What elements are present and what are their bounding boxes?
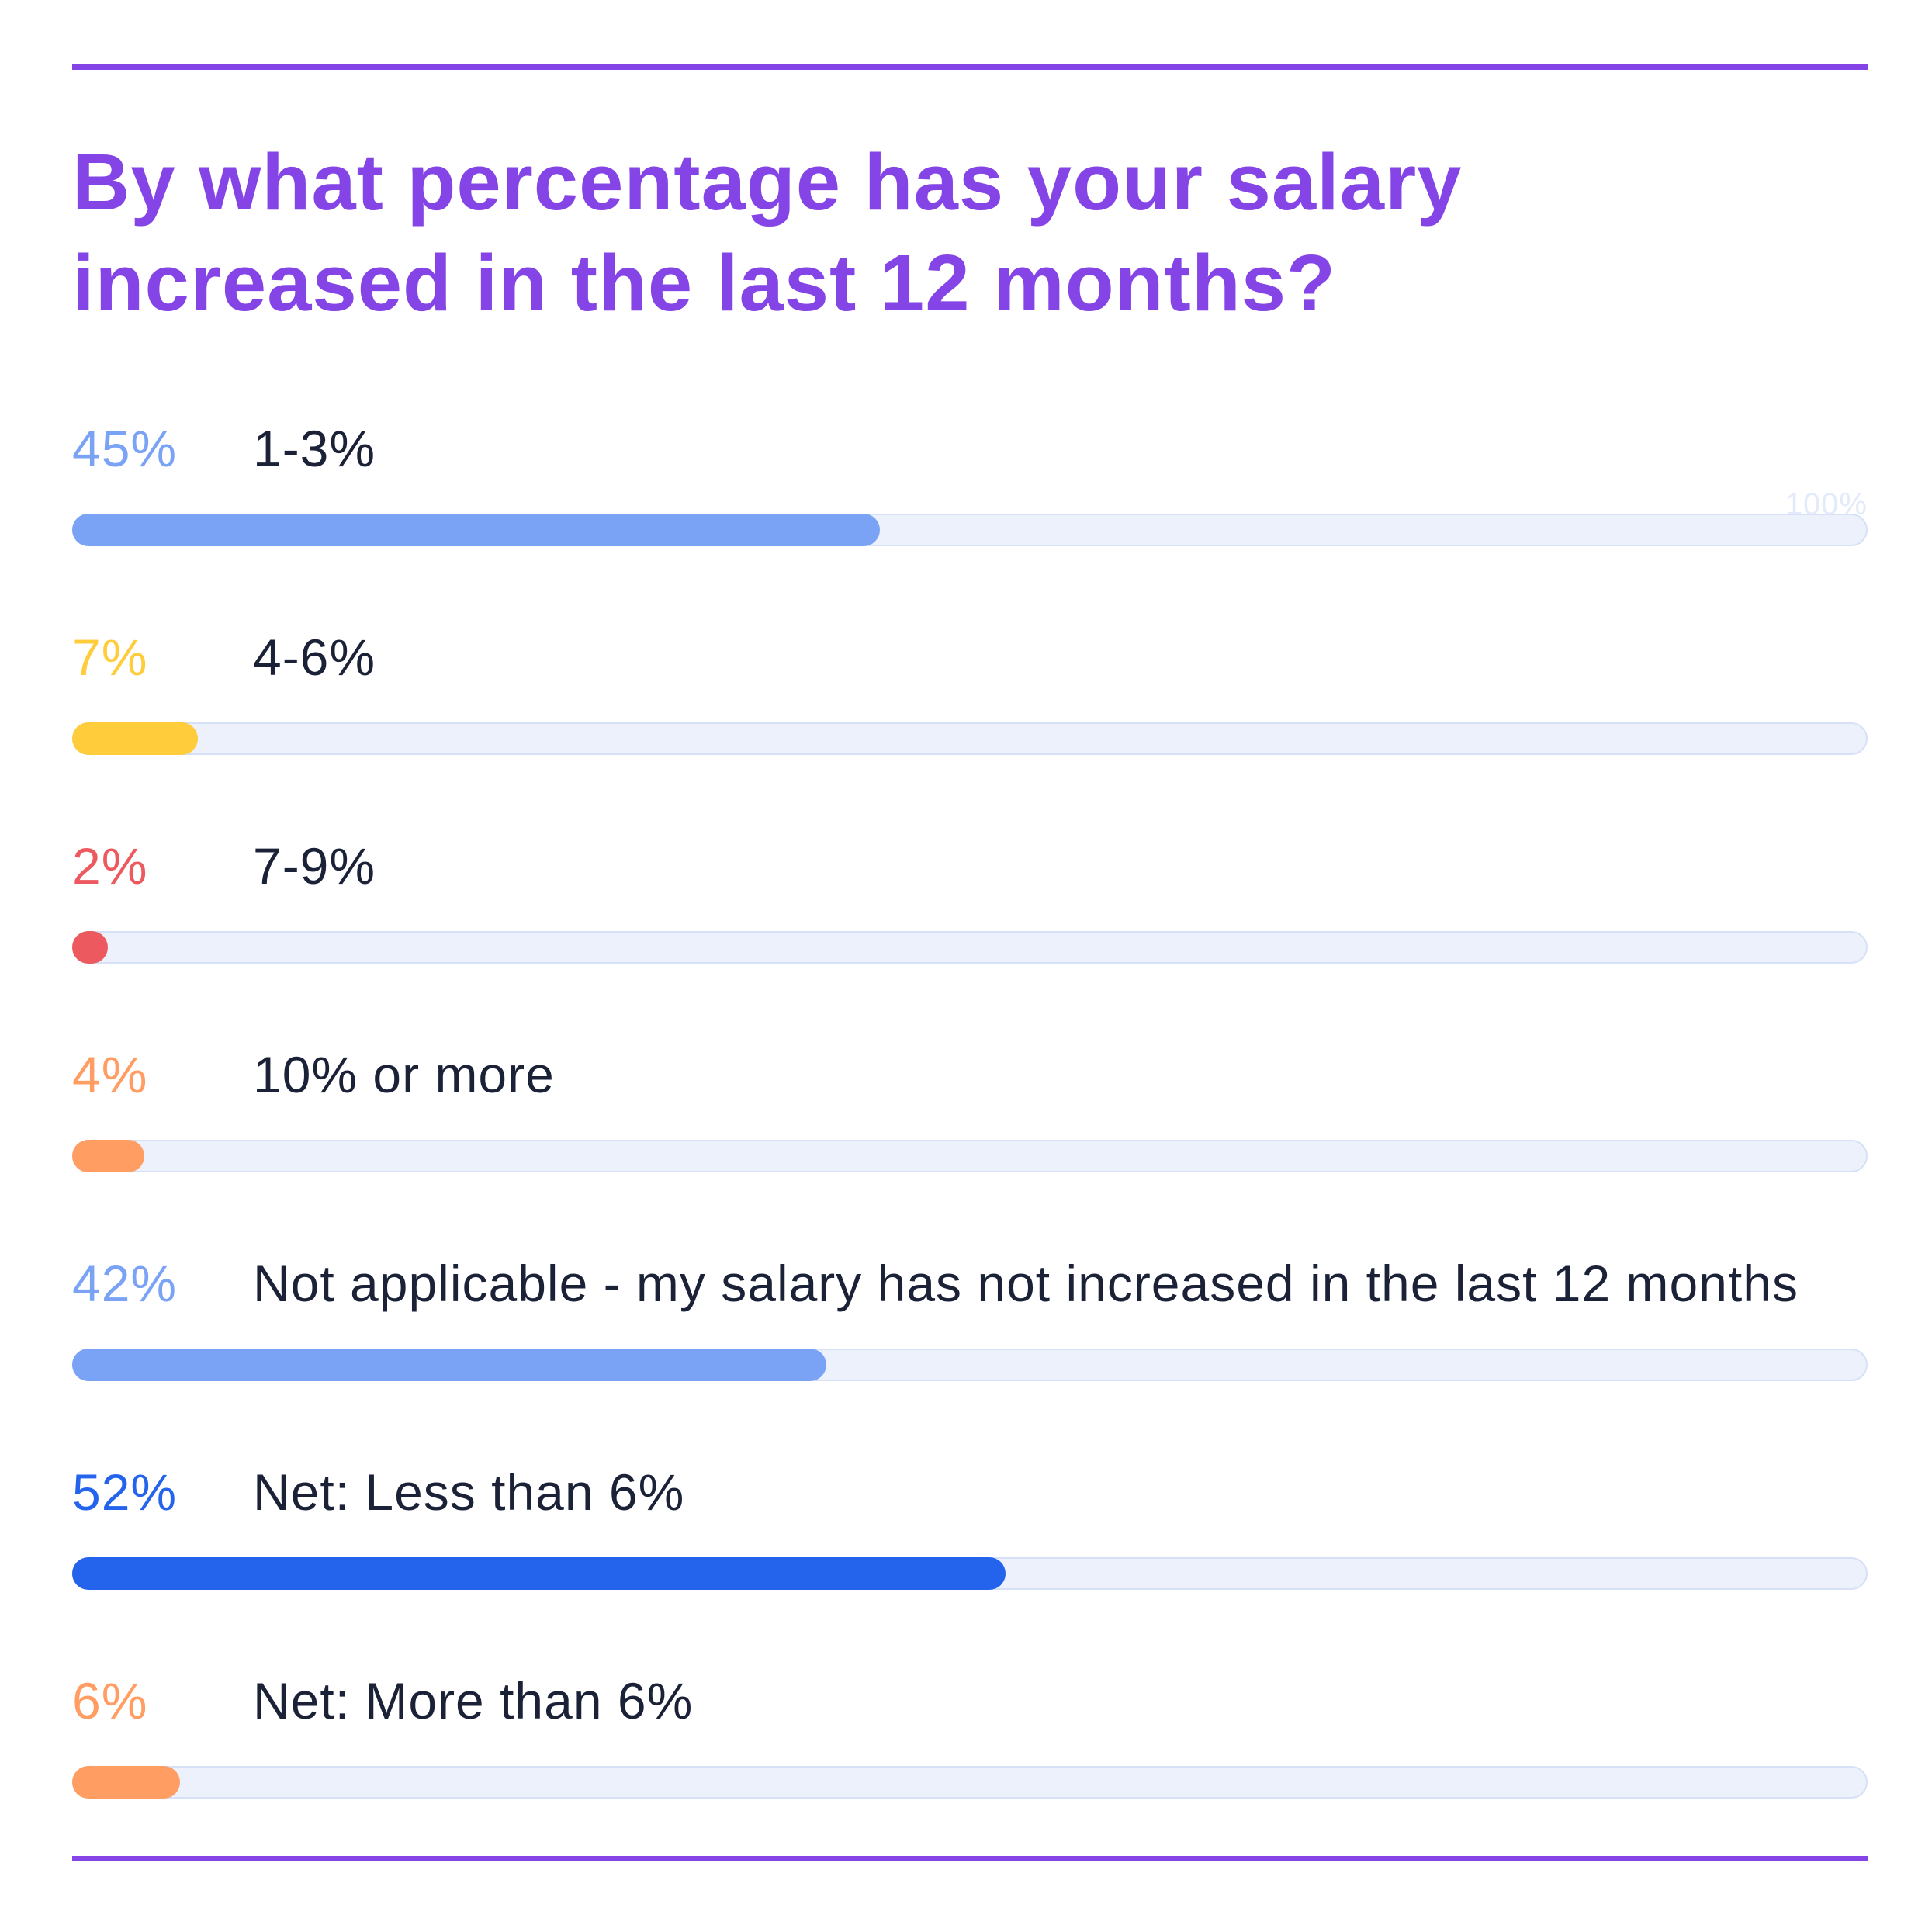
bar-category-label: Net: Less than 6%: [253, 1463, 685, 1521]
bar-row: 4% 10% or more: [72, 1030, 1868, 1238]
bar-track: [72, 931, 1868, 964]
bar-track: [72, 1349, 1868, 1381]
bar-row: 42% Not applicable - my salary has not in…: [72, 1238, 1868, 1447]
bar-category-label: 10% or more: [253, 1046, 555, 1103]
chart-title: By what percentage has your salary incre…: [72, 137, 1463, 327]
bar-track: [72, 514, 1868, 546]
bar: [72, 1349, 826, 1381]
top-divider: [72, 64, 1868, 70]
bar-category-label: 4-6%: [253, 628, 376, 686]
bar-track: [72, 1557, 1868, 1590]
bar-value-label: 42%: [72, 1255, 178, 1312]
axis-max-label: 100%: [1785, 487, 1868, 521]
bar-value-label: 45%: [72, 420, 178, 477]
bar-category-label: 1-3%: [253, 420, 376, 477]
bar-track: [72, 722, 1868, 755]
bar-value-label: 6%: [72, 1672, 148, 1729]
bar: [72, 1140, 144, 1172]
bar-row: 7% 4-6%: [72, 612, 1868, 821]
bar-row: 52% Net: Less than 6%: [72, 1447, 1868, 1656]
bar-category-label: Not applicable - my salary has not incre…: [253, 1255, 1799, 1312]
bar-value-label: 52%: [72, 1463, 178, 1521]
bar: [72, 722, 198, 755]
bar-value-label: 4%: [72, 1046, 148, 1103]
bar-track: [72, 1140, 1868, 1172]
bar-row: 6% Net: More than 6%: [72, 1656, 1868, 1864]
bar-track: [72, 1766, 1868, 1799]
bar-value-label: 7%: [72, 628, 148, 686]
bar-value-label: 2%: [72, 837, 148, 895]
bar: [72, 1766, 180, 1799]
bottom-divider: [72, 1856, 1868, 1861]
bar: [72, 1557, 1006, 1590]
bar: [72, 514, 880, 546]
bar-chart: 45% 1-3% 100% 7% 4-6% 2% 7-9% 4% 10% or more 42% N…: [72, 403, 1868, 1864]
bar-row: 45% 1-3% 100%: [72, 403, 1868, 612]
bar-category-label: 7-9%: [253, 837, 376, 895]
bar-row: 2% 7-9%: [72, 821, 1868, 1030]
bar: [72, 931, 108, 964]
bar-category-label: Net: More than 6%: [253, 1672, 694, 1729]
